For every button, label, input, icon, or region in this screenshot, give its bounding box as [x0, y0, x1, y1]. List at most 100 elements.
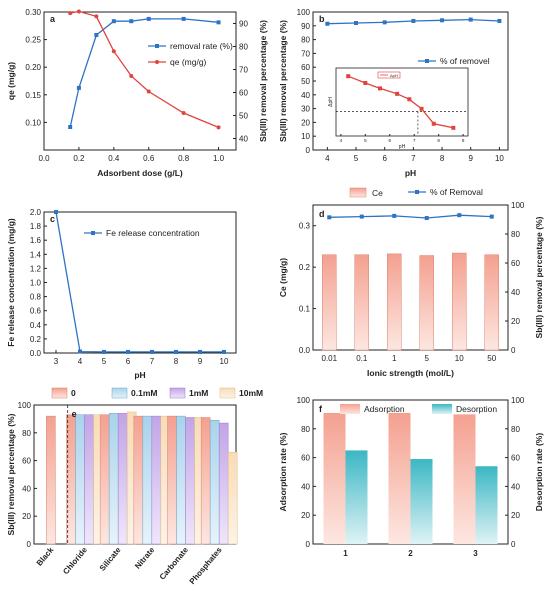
desorption-legend-swatch: [432, 404, 452, 414]
removal-rate-point: [181, 16, 186, 21]
removal-rate-point: [111, 19, 116, 24]
removal-point: [457, 213, 462, 218]
mm1-legend-swatch: [169, 387, 186, 399]
mm01-legend-label: 0.1mM: [131, 388, 157, 398]
y-tick-label: 1.4: [30, 250, 42, 259]
y-tick-label: 1.0: [30, 279, 42, 288]
x-tick-label: 1.0: [213, 154, 225, 163]
y-tick-label: 0: [306, 146, 311, 155]
zero-bar: [200, 417, 211, 545]
plot-frame: [43, 11, 237, 151]
x-tick-label: Carbonate: [158, 545, 191, 582]
y-tick-label: 40: [301, 482, 310, 491]
fe-release-line: [55, 211, 224, 353]
qe-point: [68, 11, 73, 16]
x-tick-label: 7: [150, 357, 155, 366]
x-tick-label: 6: [382, 154, 387, 163]
x-tick-label: 8: [440, 154, 445, 163]
removal-point: [382, 20, 387, 25]
fe-release-point: [174, 349, 178, 354]
y-tick-label: 0.2: [299, 263, 311, 272]
fe-release-point: [78, 349, 82, 354]
mm10-bar: [227, 452, 238, 545]
inset-frame: [335, 67, 469, 137]
y-tick-label: 0.4: [30, 321, 42, 330]
fe-release-point: [102, 349, 106, 354]
y-tick-label: 0.8: [30, 293, 42, 302]
x-tick-label: 8: [174, 357, 179, 366]
removal-point: [325, 21, 330, 26]
inset-x-tick-label: 4: [340, 138, 343, 143]
y2-axis-label: Sb(III) removal percentage (%): [258, 20, 268, 142]
y-axis-label: Sb(III) removal percentage (%): [278, 20, 288, 142]
y2-tick-label: 80: [239, 43, 248, 52]
zero-legend-label: 0: [71, 388, 76, 398]
y2-tick-label: 40: [511, 482, 520, 491]
y2-tick-label: 80: [511, 230, 520, 239]
qe-point: [146, 89, 151, 94]
ce-bar: [419, 255, 434, 351]
mm10-legend-label: 10mM: [239, 388, 263, 398]
removal-point: [354, 21, 359, 26]
x-tick-label: 3: [54, 357, 59, 366]
removal-point: [424, 216, 429, 221]
removal-point: [327, 215, 332, 220]
inset-dph-point: [363, 80, 368, 85]
chart-panel-c: 3 4 5 6 7 8 9 10 0.0 0.2 0.4 0.6 0.8 1.0 1.2 1.4 1.6 1.8 2…: [6, 208, 237, 380]
zero-bar: [66, 414, 76, 545]
qe-point: [76, 9, 81, 14]
y2-tick-label: 20: [511, 317, 520, 326]
x-tick-label: 7: [411, 154, 416, 163]
y-axis-label: Ce (mg/g): [278, 258, 288, 297]
fe-release-point: [54, 210, 58, 214]
inset-dph-point: [346, 74, 351, 79]
qe-point: [111, 49, 116, 54]
mm1-bar: [84, 414, 94, 545]
removal-point: [468, 17, 473, 22]
inset-dph-line: [347, 75, 454, 129]
y-tick-label: 20: [22, 512, 31, 521]
panel-letter: c: [50, 214, 55, 224]
x-axis-label: pH: [405, 168, 416, 178]
removal-rate-line: [69, 18, 219, 128]
x-tick-label: 4: [78, 357, 83, 366]
adsorption-bar: [453, 414, 476, 544]
x-tick-label: 0.0: [38, 154, 50, 163]
y2-tick-label: 60: [511, 259, 520, 268]
x-axis-label: Adsorbent dose (g/L): [97, 168, 183, 178]
removal-rate-point: [216, 20, 221, 25]
y2-tick-label: 40: [239, 135, 248, 144]
y-axis-label: Sb(III) removal percentage (%): [6, 413, 16, 535]
removal-rate-legend-label: removal rate (%): [170, 41, 233, 51]
y-axis-label: Fe release concentration (mg/g): [6, 218, 16, 347]
qe-point: [129, 74, 134, 79]
qe-point: [216, 125, 221, 130]
desorption-bar: [345, 450, 368, 544]
x-tick-label: 0.6: [143, 154, 155, 163]
fe-release-point: [150, 349, 154, 354]
chart-panel-d: 0.0 0.1 0.2 0.3 0 20 40 60 80 100 0.01 0.1 1 5 10 50 Ion…: [278, 187, 544, 378]
y2-tick-label: 40: [511, 288, 520, 297]
mm1-bar: [151, 415, 162, 545]
y-tick-label: 0: [306, 540, 311, 549]
x-tick-label: 0.2: [73, 154, 85, 163]
qe-point: [94, 14, 99, 19]
y-tick-label: 1.2: [30, 264, 42, 273]
ce-legend-swatch: [349, 187, 367, 198]
ce-legend-label: Ce: [372, 188, 383, 198]
y-tick-label: 50: [301, 77, 310, 86]
inset-legend-box: [377, 71, 401, 79]
y-tick-label: 90: [301, 22, 310, 31]
removal-legend-label: % of Removal: [430, 187, 483, 197]
x-tick-label: 10: [220, 357, 229, 366]
x-tick-label: 4: [325, 154, 330, 163]
panel-letter: e: [72, 409, 77, 419]
x-tick-label: 5: [354, 154, 359, 163]
removal-point: [392, 213, 397, 218]
y-tick-label: 20: [301, 511, 310, 520]
y-tick-label: 70: [301, 49, 310, 58]
y-tick-label: 60: [301, 63, 310, 72]
inset-dph-point: [419, 106, 424, 111]
x-tick-label: 0.01: [321, 354, 337, 363]
y2-tick-label: 100: [511, 201, 525, 210]
